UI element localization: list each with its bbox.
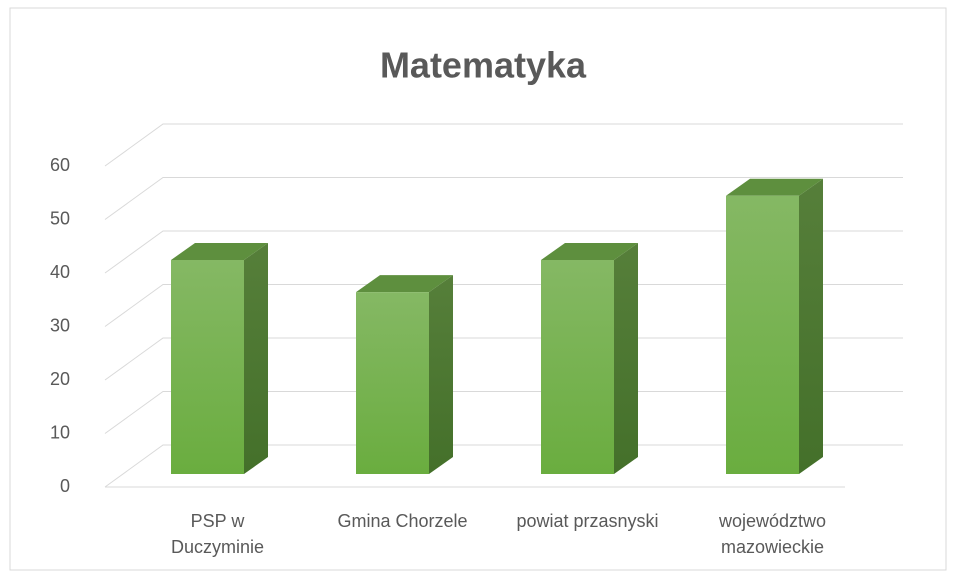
y-tick-label: 40 <box>50 262 70 282</box>
chart-title: Matematyka <box>380 45 587 86</box>
bar-top <box>356 275 453 293</box>
y-tick-label: 10 <box>50 422 70 442</box>
grid-line <box>104 177 903 220</box>
grid-line <box>104 230 903 274</box>
grid-line <box>104 284 903 327</box>
grid-line <box>104 123 903 167</box>
bar-side <box>244 243 268 474</box>
bar-front <box>171 260 244 474</box>
bar-side <box>799 178 823 475</box>
bar <box>356 275 453 474</box>
grid-line <box>104 444 903 488</box>
bar-side <box>429 275 453 474</box>
bar-side <box>614 243 638 474</box>
x-tick-label: województwo mazowieckie <box>718 511 827 557</box>
bar-top <box>726 178 823 196</box>
bar-front <box>541 260 614 474</box>
grid-line <box>104 337 903 381</box>
x-tick-label: PSP w Duczyminie <box>170 511 265 557</box>
bar-top <box>541 243 638 260</box>
x-tick-label: powiat przasnyski <box>516 511 659 531</box>
bar <box>171 243 268 474</box>
bar-top <box>171 243 268 260</box>
y-tick-label: 0 <box>60 476 70 496</box>
bar <box>541 243 638 474</box>
grid-line <box>104 391 903 434</box>
y-tick-label: 60 <box>50 155 70 175</box>
y-tick-label: 50 <box>50 208 70 228</box>
bar <box>726 178 823 475</box>
bar-front <box>356 292 429 474</box>
y-tick-label: 20 <box>50 369 70 389</box>
bar-front <box>726 195 799 475</box>
y-tick-label: 30 <box>50 315 70 335</box>
x-tick-label: Gmina Chorzele <box>337 511 468 531</box>
